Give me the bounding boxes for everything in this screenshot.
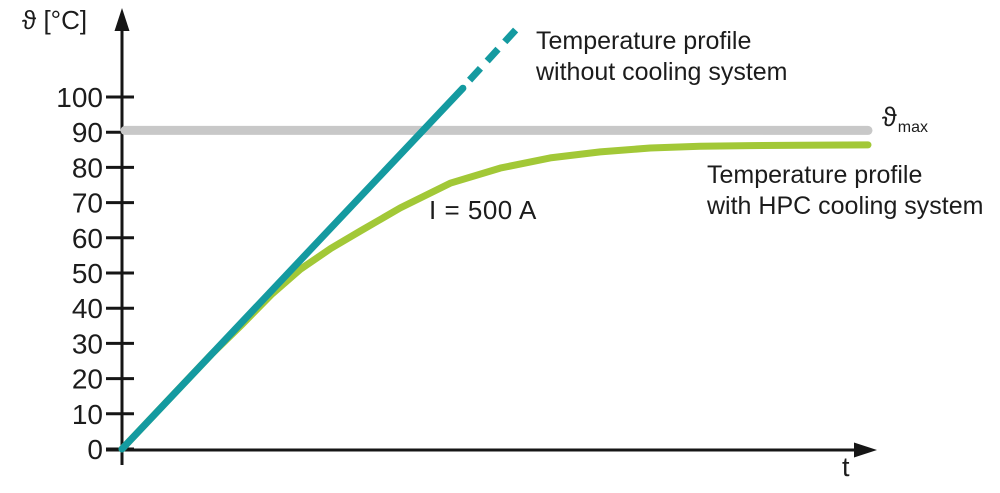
y-tick-label: 100: [56, 82, 103, 113]
y-tick-label: 70: [72, 188, 103, 219]
legend-without-cooling-line1: Temperature profile: [536, 27, 752, 55]
y-tick-label: 10: [72, 399, 103, 430]
y-tick-label: 50: [72, 258, 103, 289]
theta-max-label: ϑmax: [882, 102, 928, 136]
series-group: [118, 22, 873, 453]
legend-without-cooling: Temperature profile without cooling syst…: [536, 26, 788, 88]
y-tick-label: 30: [72, 328, 103, 359]
x-axis-title: t: [842, 452, 850, 482]
y-tick-label: 20: [72, 364, 103, 395]
without-cooling-line-dashed: [467, 22, 523, 83]
y-tick-label: 80: [72, 152, 103, 183]
y-tick-label: 0: [87, 434, 103, 465]
legend-with-hpc-cooling: Temperature profile with HPC cooling sys…: [707, 160, 983, 222]
y-tick-label: 40: [72, 293, 103, 324]
y-tick-label: 90: [72, 117, 103, 148]
legend-with-hpc-line1: Temperature profile: [707, 161, 923, 189]
without-cooling-line: [118, 84, 467, 453]
x-axis-arrow-icon: [854, 442, 877, 458]
theta-max-symbol: ϑ: [882, 102, 897, 132]
legend-with-hpc-line2: with HPC cooling system: [707, 192, 984, 220]
theta-max-subscript: max: [897, 119, 928, 136]
y-axis-arrow-icon: [114, 8, 130, 31]
legend-without-cooling-line2: without cooling system: [536, 58, 788, 86]
y-axis-title: ϑ [°C]: [22, 5, 88, 35]
y-tick-label: 60: [72, 223, 103, 254]
current-annotation: I = 500 A: [429, 195, 537, 225]
